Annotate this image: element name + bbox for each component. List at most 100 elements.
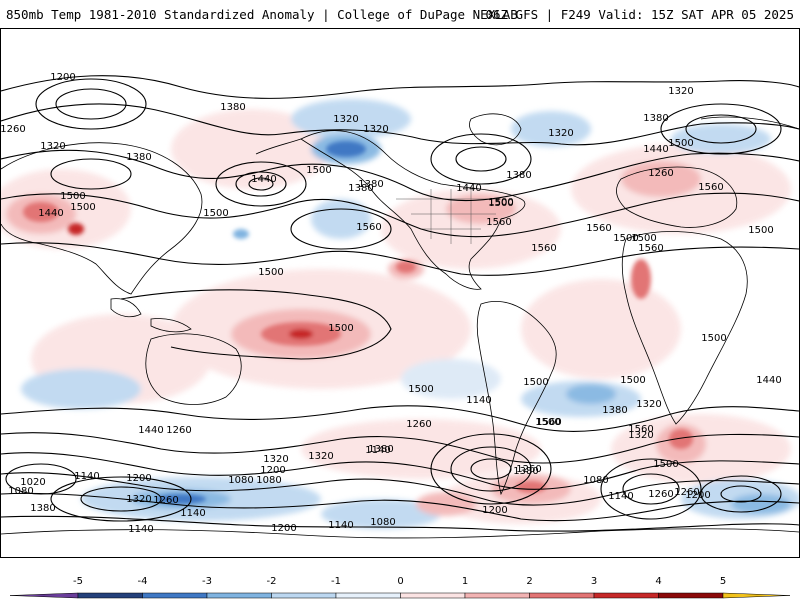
contour-label: 1440 — [251, 174, 276, 185]
header: 850mb Temp 1981-2010 Standardized Anomal… — [0, 0, 800, 28]
contour-label: 1380 — [220, 102, 245, 113]
contour-label: 1200 — [482, 505, 507, 516]
colorbar-tick-label: -2 — [267, 576, 277, 587]
colorbar-tick-label: -5 — [73, 576, 83, 587]
contour-label: 1560 — [638, 243, 663, 254]
map-panel: 1200 1260 1320 1380 1380 1320 1320 1320 1260 1500… — [0, 28, 800, 558]
contour-label: 1500 — [70, 202, 95, 213]
contour-label: 1080 — [370, 517, 395, 528]
contour-label: 1500 — [620, 375, 645, 386]
colorbar-tick-label: 2 — [526, 576, 532, 587]
contour-label: 1200 — [50, 72, 75, 83]
contour-label: 1320 — [333, 114, 358, 125]
contour-label: 1320 — [668, 86, 693, 97]
contour-label: 1500 — [523, 377, 548, 388]
contour-label: 1320 — [126, 494, 151, 505]
contour-label: 1140 — [180, 508, 205, 519]
contour-label: 1500 — [258, 267, 283, 278]
contour-label: 1380 — [643, 113, 668, 124]
contour-label: 1440 — [38, 208, 63, 219]
colorbar-segment — [271, 592, 337, 599]
contour-label: 1500 — [701, 333, 726, 344]
colorbar-tick-label: 1 — [462, 576, 468, 587]
colorbar-segment — [722, 592, 791, 599]
contour-label: 1380 — [506, 170, 531, 181]
contour-label: 1500 — [306, 165, 331, 176]
contour-label: 1200 — [685, 490, 710, 501]
contour-label: 1260 — [406, 419, 431, 430]
colorbar-segment — [400, 592, 466, 599]
political-borders — [396, 189, 501, 244]
contour-label: 1380 — [348, 183, 373, 194]
contour-label: 1440 — [643, 144, 668, 155]
contour-label: 1500 — [203, 208, 228, 219]
contour-label: 1260 — [153, 495, 178, 506]
colorbar-segment — [593, 592, 659, 599]
contour-label: 1380 — [368, 444, 393, 455]
contour-label: 1500 — [631, 233, 656, 244]
contour-label: 1260 — [648, 489, 673, 500]
colorbar-tick-label: -4 — [138, 576, 148, 587]
contour-label: 1320 — [628, 430, 653, 441]
contour-label: 1440 — [456, 183, 481, 194]
contour-label: 1560 — [586, 223, 611, 234]
contour-label: 1440 — [138, 425, 163, 436]
colorbar-tick-label: -1 — [331, 576, 341, 587]
colorbar: -5 -4 -3 -2 -1 0 1 2 3 4 5 — [0, 568, 800, 600]
colorbar-tick-label: 5 — [720, 576, 726, 587]
contour-label: 1380 — [30, 503, 55, 514]
colorbar-segment — [142, 592, 208, 599]
contour-label: 1500 — [535, 417, 560, 428]
contour-label: 1380 — [358, 179, 383, 190]
contour-label: 1500 — [653, 459, 678, 470]
contour-label: 1140 — [128, 524, 153, 535]
colorbar-svg: -5 -4 -3 -2 -1 0 1 2 3 4 5 — [9, 576, 791, 599]
contour-label: 1080 — [8, 486, 33, 497]
contour-label: 1260 — [674, 487, 699, 498]
contour-label: 1140 — [608, 491, 633, 502]
contour-label: 1140 — [328, 520, 353, 531]
contour-label: 1500 — [60, 191, 85, 202]
contour-label: 1560 — [356, 222, 381, 233]
contour-label: 1320 — [636, 399, 661, 410]
colorbar-segment — [529, 592, 595, 599]
contour-label: 1380 — [602, 405, 627, 416]
colorbar-tick-label: -3 — [202, 576, 212, 587]
contour-label: 1560 — [486, 217, 511, 228]
contour-label: 1140 — [365, 445, 390, 456]
contour-label: 1080 — [583, 475, 608, 486]
colorbar-segment — [206, 592, 272, 599]
colorbar-segment — [658, 592, 724, 599]
run-info: 06Z GFS | F249 Valid: 15Z SAT APR 05 202… — [485, 7, 794, 22]
contour-label: 1200 — [260, 465, 285, 476]
contour-label: 1320 — [40, 141, 65, 152]
contour-label: 1500 — [748, 225, 773, 236]
contour-label: 1380 — [126, 152, 151, 163]
contour-label: 1320 — [263, 454, 288, 465]
contour-label: 1560 — [531, 243, 556, 254]
colorbar-segment — [464, 592, 530, 599]
contour-label: 1260 — [1, 124, 26, 135]
contour-label: 1380 — [513, 466, 538, 477]
contour-label: 1560 — [698, 182, 723, 193]
colorbar-tick-label: 3 — [591, 576, 597, 587]
colorbar-tick-label: 4 — [655, 576, 661, 587]
contour-label: 1500 — [668, 138, 693, 149]
contour-label: 1560 — [628, 424, 653, 435]
contour-label: 1500 — [488, 198, 513, 209]
contour-label: 1140 — [74, 471, 99, 482]
contour-label: 1200 — [126, 473, 151, 484]
contour-label: 1560 — [536, 417, 561, 428]
contour-label: 1260 — [166, 425, 191, 436]
contour-label: 1500 — [328, 323, 353, 334]
contour-label: 1080 — [256, 475, 281, 486]
contour-label: 1140 — [466, 395, 491, 406]
contour-label: 1320 — [548, 128, 573, 139]
height-contours — [1, 75, 799, 532]
colorbar-segment — [77, 592, 143, 599]
map-title: 850mb Temp 1981-2010 Standardized Anomal… — [6, 7, 518, 22]
contour-label: 1500 — [613, 233, 638, 244]
contour-label: 1260 — [648, 168, 673, 179]
